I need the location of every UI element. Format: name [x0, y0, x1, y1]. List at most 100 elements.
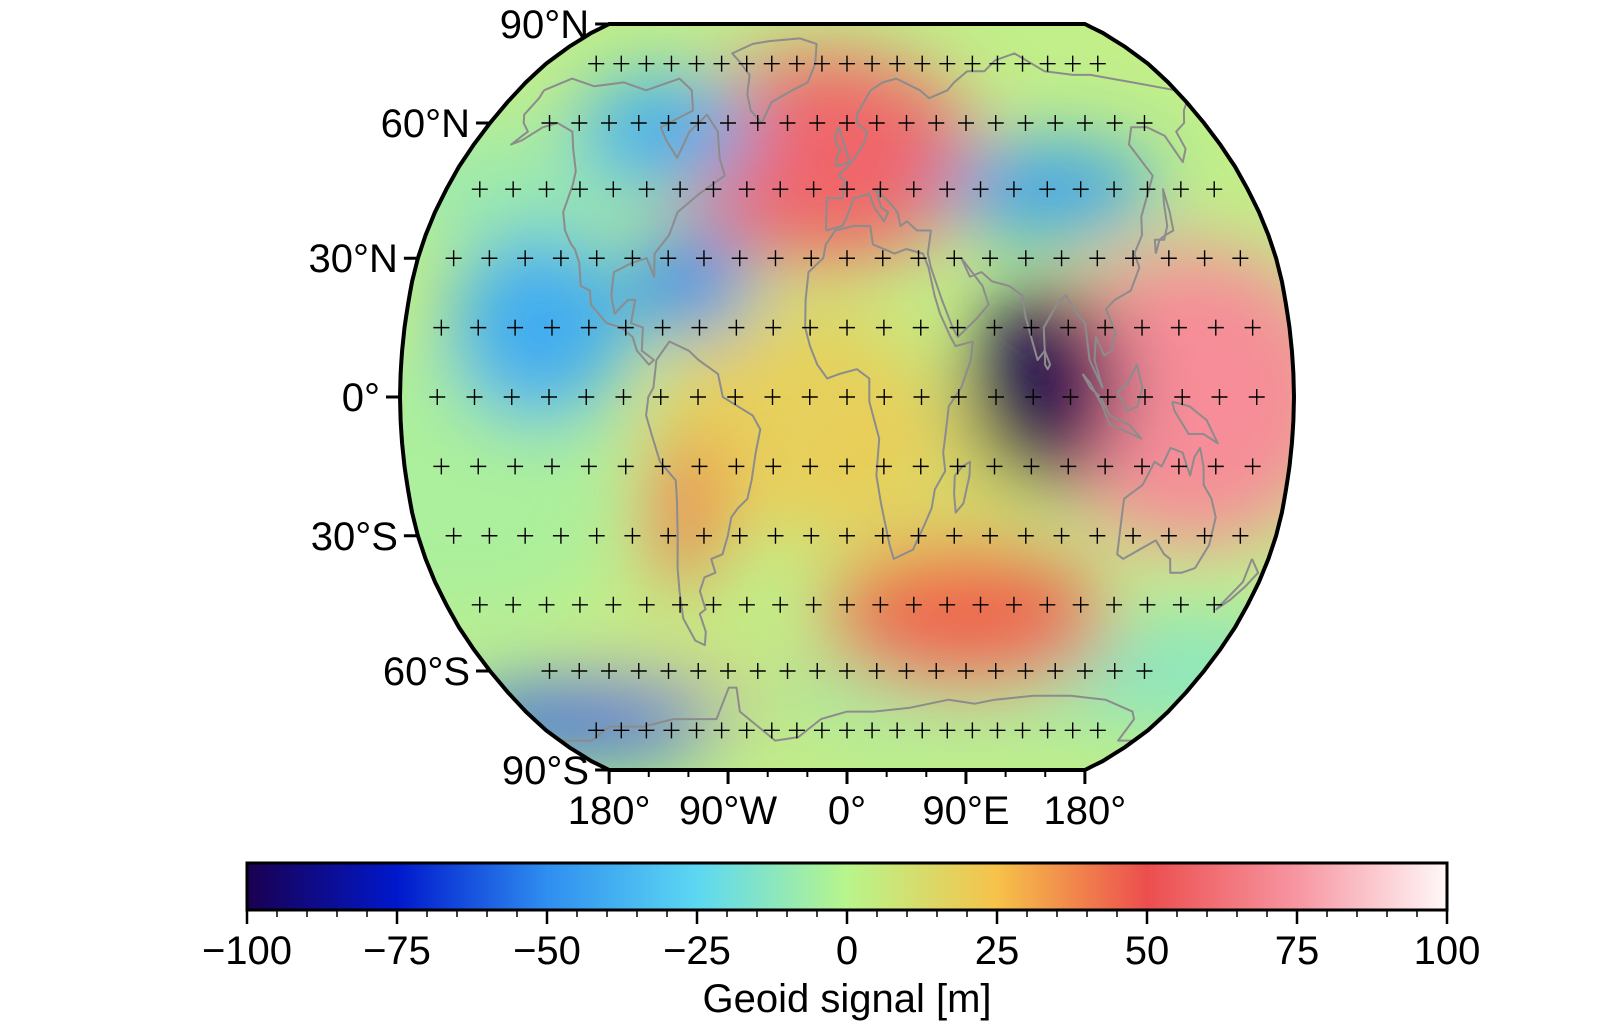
graticule-cross — [1232, 250, 1249, 267]
graticule-cross — [898, 663, 915, 680]
graticule-cross — [688, 55, 705, 72]
graticule-cross — [949, 458, 966, 475]
graticule-cross — [481, 250, 498, 267]
graticule-cross — [1207, 319, 1224, 336]
graticule-cross — [1139, 181, 1156, 198]
map-field — [400, 24, 1294, 770]
graticule-cross — [868, 114, 885, 131]
lat-label-60n: 60°N — [381, 102, 470, 146]
graticule-cross — [471, 181, 488, 198]
graticule-cross — [1072, 181, 1089, 198]
graticule-cross — [950, 389, 967, 405]
graticule-cross — [507, 458, 524, 475]
lon-labels: 180° 90°W 0° 90°E 180° — [568, 789, 1127, 833]
colorbar-tick-label: −100 — [202, 929, 292, 973]
graticule-cross — [663, 55, 680, 72]
graticule-cross — [912, 319, 929, 336]
graticule-cross — [864, 55, 881, 72]
graticule-cross — [805, 181, 822, 198]
graticule-cross — [914, 722, 931, 739]
lat-labels: 90°N 60°N 30°N 0° 30°S 60°S 90°S — [309, 3, 590, 793]
graticule-cross — [1134, 458, 1151, 475]
graticule-cross — [875, 458, 892, 475]
graticule-cross — [588, 722, 605, 739]
graticule-cross — [728, 319, 745, 336]
graticule-cross — [910, 527, 927, 544]
graticule-cross — [705, 596, 722, 613]
graticule-cross — [503, 389, 520, 405]
graticule-cross — [505, 596, 522, 613]
lat-label-60s: 60°S — [383, 650, 470, 694]
graticule-cross — [939, 55, 956, 72]
graticule-cross — [445, 527, 462, 544]
graticule-cross — [638, 55, 655, 72]
graticule-cross — [630, 114, 647, 131]
graticule-cross — [1206, 181, 1223, 198]
graticule-cross — [543, 319, 560, 336]
graticule-cross — [1136, 114, 1153, 131]
graticule-cross — [652, 389, 669, 405]
graticule-cross — [630, 663, 647, 680]
graticule-cross — [875, 319, 892, 336]
graticule-cross — [1047, 663, 1064, 680]
graticule-cross — [1025, 389, 1042, 405]
graticule-cross — [654, 319, 671, 336]
graticule-cross — [580, 319, 597, 336]
colorbar-tick-label: 75 — [1275, 929, 1320, 973]
graticule-cross — [839, 389, 855, 405]
graticule-cross — [1064, 55, 1081, 72]
graticule-cross — [889, 722, 906, 739]
graticule-cross — [1017, 663, 1034, 680]
graticule-cross — [445, 250, 462, 267]
graticule-cross — [1005, 181, 1022, 198]
graticule-cross — [695, 250, 712, 267]
graticule-cross — [571, 114, 588, 131]
graticule-cross — [987, 114, 1004, 131]
graticule-cross — [1076, 114, 1093, 131]
lat-label-equator: 0° — [342, 376, 380, 420]
geoid-anomaly — [1044, 247, 1294, 547]
graticule-cross — [1060, 458, 1077, 475]
graticule-cross — [688, 722, 705, 739]
graticule-cross — [1232, 527, 1249, 544]
graticule-cross — [720, 663, 737, 680]
graticule-cross — [813, 722, 830, 739]
graticule-cross — [571, 663, 588, 680]
graticule-cross — [433, 458, 450, 475]
graticule-cross — [905, 596, 922, 613]
graticule-cross — [731, 250, 748, 267]
graticule-cross — [1017, 114, 1034, 131]
graticule-cross — [543, 458, 560, 475]
graticule-cross — [605, 596, 622, 613]
coastlines — [510, 37, 1260, 742]
graticule-cross — [772, 596, 789, 613]
lat-label-90n: 90°N — [500, 3, 589, 47]
graticule-cross — [805, 596, 822, 613]
coast-madagascar — [953, 460, 972, 514]
graticule-cross — [1017, 527, 1034, 544]
graticule-cross — [578, 389, 595, 405]
graticule-cross — [868, 663, 885, 680]
graticule-cross — [772, 181, 789, 198]
graticule-cross — [1053, 527, 1070, 544]
geoid-anomaly — [647, 432, 718, 593]
coast-north-america — [510, 77, 726, 366]
graticule-cross — [1076, 663, 1093, 680]
coast-indonesia — [1081, 373, 1143, 440]
graticule-cross — [839, 250, 855, 267]
graticule-cross — [720, 114, 737, 131]
graticule-cross — [690, 663, 707, 680]
graticule-cross — [764, 389, 781, 405]
graticule-cross — [982, 250, 999, 267]
graticule-cross — [481, 527, 498, 544]
colorbar-tick-label: 100 — [1414, 929, 1481, 973]
graticule-cross — [912, 458, 929, 475]
graticule-cross — [624, 527, 641, 544]
graticule-cross — [749, 114, 766, 131]
graticule-cross — [872, 181, 889, 198]
graticule-cross — [1089, 55, 1106, 72]
graticule-cross — [765, 458, 782, 475]
graticule-cross — [517, 527, 534, 544]
coast-sri-lanka — [1043, 350, 1052, 371]
